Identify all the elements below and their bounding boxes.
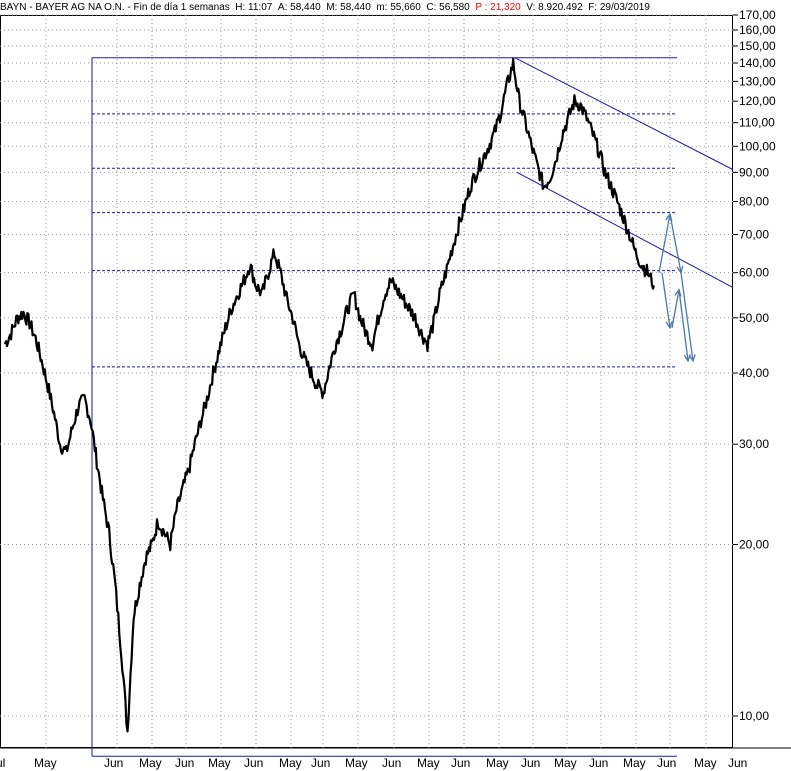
x-tick-label: May	[554, 756, 577, 770]
y-tick-label: 70,00	[739, 228, 769, 242]
x-tick-label: Jun	[244, 756, 263, 770]
x-tick-label: May	[417, 756, 440, 770]
open-label: A: 58,440	[277, 2, 321, 13]
y-tick-label: 170,00	[739, 8, 776, 22]
x-tick-label: May	[279, 756, 302, 770]
y-tick-label: 150,00	[739, 39, 776, 53]
y-tick-label: 130,00	[739, 74, 776, 88]
projection-arrow-down-1-head	[665, 321, 673, 330]
y-tick-label: 120,00	[739, 94, 776, 108]
high-label: M: 58,440	[326, 2, 371, 13]
y-tick-label: 40,00	[739, 366, 769, 380]
projection-arrow-down-4-head	[688, 354, 696, 363]
y-tick-label: 20,00	[739, 538, 769, 552]
x-tick-label: May	[623, 756, 646, 770]
x-tick-label: Jun	[657, 756, 676, 770]
x-tick-label: May	[345, 756, 368, 770]
x-tick-label: May	[34, 756, 57, 770]
y-tick-label: 110,00	[739, 116, 775, 130]
x-tick-label: May	[139, 756, 162, 770]
downtrend-upper-line	[514, 57, 734, 171]
projection-arrow-down-2	[669, 214, 682, 273]
plot-frame	[0, 15, 733, 748]
x-tick-label: Jun	[311, 756, 330, 770]
downtrend-lower-line	[516, 171, 734, 288]
x-tick-label: Jun	[451, 756, 470, 770]
hour-label: H: 11:07	[235, 2, 273, 13]
x-tick-label: Jun	[175, 756, 194, 770]
y-tick-label: 90,00	[739, 165, 769, 179]
y-tick-label: 100,00	[739, 139, 776, 153]
x-tick-label: Jun	[104, 756, 123, 770]
y-tick-label: 50,00	[739, 311, 769, 325]
symbol-label: BAYN - BAYER AG NA O.N. - Fin de día 1 s…	[0, 2, 230, 13]
y-tick-label: 160,00	[739, 23, 776, 37]
x-tick-label: May	[486, 756, 509, 770]
x-tick-label: ul	[0, 756, 5, 770]
x-tick-label: Jun	[589, 756, 608, 770]
x-tick-label: Jun	[728, 756, 747, 770]
projection-arrow-up-2	[671, 289, 680, 329]
projection-arrow-down-3	[678, 289, 689, 362]
projection-arrow-down-1	[661, 272, 671, 328]
y-tick-label: 140,00	[739, 56, 776, 70]
volume-label: V: 8.920.492	[526, 2, 583, 13]
x-tick-label: Jun	[521, 756, 540, 770]
date-label: F: 29/03/2019	[588, 2, 650, 13]
projection-arrow-down-4	[680, 272, 694, 362]
x-tick-label: Jun	[382, 756, 401, 770]
low-label: m: 55,660	[376, 2, 421, 13]
chart-header: BAYN - BAYER AG NA O.N. - Fin de día 1 s…	[0, 0, 733, 15]
price-series-line	[3, 57, 656, 733]
y-tick-label: 10,00	[739, 709, 769, 723]
projection-arrow-up-1	[658, 214, 671, 273]
change-label: P : 21,320	[475, 2, 521, 13]
close-label: C: 56,580	[426, 2, 470, 13]
y-tick-label: 80,00	[739, 195, 769, 209]
x-tick-label: May	[208, 756, 231, 770]
y-tick-label: 60,00	[739, 266, 769, 280]
x-tick-label: May	[694, 756, 717, 770]
y-tick-label: 30,00	[739, 437, 769, 451]
